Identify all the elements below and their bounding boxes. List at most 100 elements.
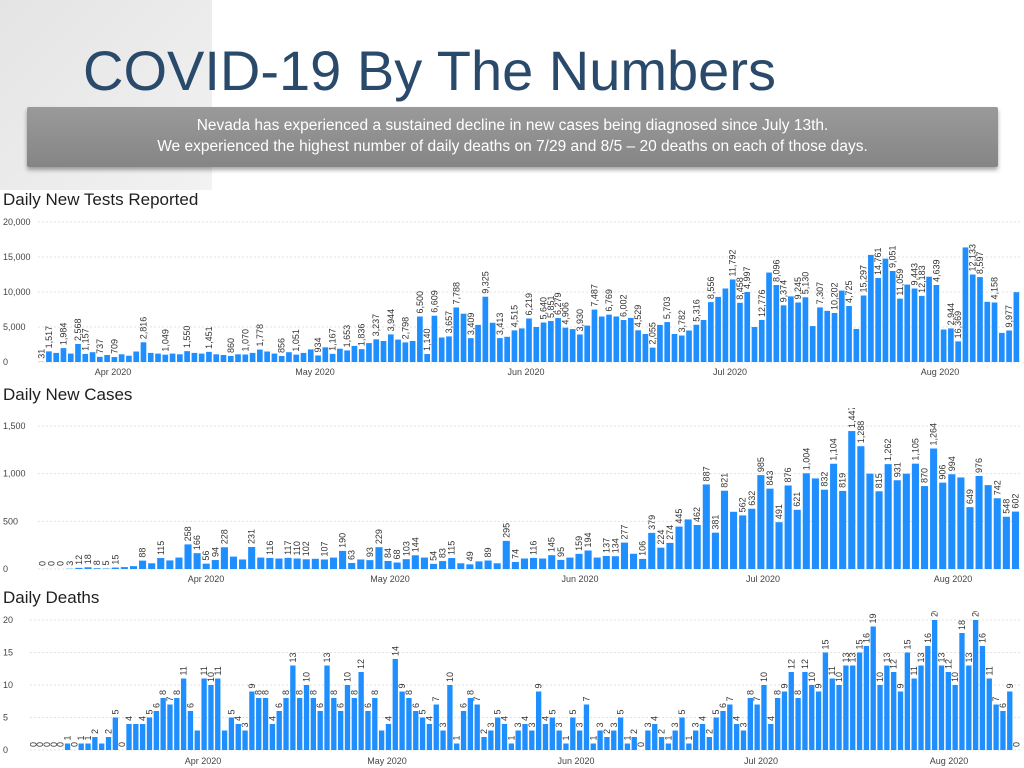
- tests-bar[interactable]: [358, 349, 365, 362]
- deaths-bar[interactable]: [201, 678, 207, 751]
- deaths-bar[interactable]: [884, 665, 890, 751]
- deaths-bar[interactable]: [153, 711, 159, 750]
- cases-bar[interactable]: [730, 511, 738, 569]
- deaths-bar[interactable]: [911, 678, 917, 751]
- cases-bar[interactable]: [966, 507, 974, 569]
- deaths-bar[interactable]: [972, 620, 979, 750]
- cases-bar[interactable]: [511, 561, 519, 569]
- tests-bar[interactable]: [831, 313, 838, 362]
- deaths-bar[interactable]: [290, 665, 296, 751]
- tests-bar[interactable]: [184, 351, 190, 362]
- deaths-bar[interactable]: [358, 672, 364, 750]
- deaths-bar[interactable]: [447, 685, 453, 750]
- tests-bar[interactable]: [926, 276, 932, 362]
- deaths-bar[interactable]: [406, 698, 412, 750]
- cases-bar[interactable]: [175, 557, 183, 569]
- tests-bar[interactable]: [751, 327, 758, 362]
- deaths-bar[interactable]: [269, 724, 276, 750]
- cases-bar[interactable]: [575, 553, 583, 569]
- deaths-bar[interactable]: [146, 717, 153, 751]
- deaths-bar[interactable]: [822, 652, 829, 751]
- cases-bar[interactable]: [920, 486, 929, 569]
- deaths-bar[interactable]: [194, 730, 200, 751]
- deaths-bar[interactable]: [262, 698, 269, 750]
- cases-bar[interactable]: [611, 556, 619, 569]
- tests-bar[interactable]: [220, 355, 227, 362]
- tests-bar[interactable]: [897, 298, 903, 362]
- tests-bar[interactable]: [147, 352, 154, 362]
- cases-bar[interactable]: [493, 563, 501, 569]
- deaths-bar[interactable]: [522, 724, 528, 750]
- tests-bar[interactable]: [242, 354, 249, 362]
- deaths-bar[interactable]: [310, 698, 317, 750]
- deaths-bar[interactable]: [815, 691, 822, 751]
- tests-bar[interactable]: [555, 318, 561, 362]
- tests-bar[interactable]: [438, 337, 445, 363]
- cases-bar[interactable]: [184, 544, 192, 569]
- deaths-bar[interactable]: [986, 678, 992, 751]
- deaths-bar[interactable]: [611, 730, 617, 751]
- cases-bar[interactable]: [557, 559, 565, 569]
- tests-bar[interactable]: [278, 356, 285, 362]
- cases-bar[interactable]: [993, 498, 1001, 569]
- deaths-bar[interactable]: [187, 711, 194, 750]
- cases-bar[interactable]: [466, 564, 474, 569]
- cases-bar[interactable]: [120, 567, 128, 569]
- deaths-bar[interactable]: [583, 704, 590, 751]
- tests-bar[interactable]: [89, 352, 96, 362]
- tests-bar[interactable]: [75, 344, 81, 362]
- deaths-bar[interactable]: [727, 704, 733, 751]
- tests-bar[interactable]: [628, 317, 634, 362]
- tests-bar[interactable]: [387, 334, 394, 362]
- cases-bar[interactable]: [220, 547, 228, 569]
- deaths-bar[interactable]: [891, 672, 897, 750]
- tests-bar[interactable]: [417, 316, 423, 363]
- deaths-bar[interactable]: [351, 698, 357, 750]
- cases-bar[interactable]: [566, 557, 574, 569]
- tests-bar[interactable]: [206, 351, 212, 362]
- cases-bar[interactable]: [711, 532, 719, 569]
- deaths-bar[interactable]: [597, 730, 603, 751]
- tests-bar[interactable]: [817, 307, 823, 362]
- cases-bar[interactable]: [75, 567, 83, 569]
- cases-bar[interactable]: [602, 555, 610, 569]
- deaths-bar[interactable]: [242, 730, 248, 751]
- tests-bar[interactable]: [366, 343, 372, 362]
- deaths-bar[interactable]: [747, 698, 753, 750]
- deaths-bar[interactable]: [495, 717, 501, 751]
- tests-bar[interactable]: [591, 309, 598, 362]
- cases-bar[interactable]: [93, 568, 101, 569]
- tests-bar[interactable]: [504, 336, 511, 362]
- tests-bar[interactable]: [198, 353, 205, 362]
- cases-bar[interactable]: [239, 559, 247, 569]
- deaths-bar[interactable]: [99, 743, 105, 751]
- cases-bar[interactable]: [229, 556, 238, 569]
- deaths-bar[interactable]: [235, 724, 241, 750]
- cases-bar[interactable]: [620, 542, 629, 569]
- tests-bar[interactable]: [460, 313, 467, 362]
- deaths-bar[interactable]: [344, 685, 351, 750]
- cases-bar[interactable]: [484, 560, 492, 569]
- tests-bar[interactable]: [853, 328, 860, 362]
- deaths-bar[interactable]: [870, 626, 876, 751]
- cases-bar[interactable]: [820, 489, 829, 569]
- tests-bar[interactable]: [126, 355, 132, 362]
- tests-bar[interactable]: [96, 356, 103, 362]
- cases-bar[interactable]: [802, 473, 810, 569]
- cases-bar[interactable]: [830, 463, 838, 569]
- deaths-bar[interactable]: [167, 704, 173, 751]
- tests-bar[interactable]: [315, 355, 321, 362]
- deaths-bar[interactable]: [781, 691, 788, 751]
- tests-bar[interactable]: [868, 254, 874, 362]
- tests-bar[interactable]: [1006, 330, 1012, 363]
- cases-bar[interactable]: [411, 555, 419, 569]
- deaths-bar[interactable]: [85, 743, 91, 751]
- tests-bar[interactable]: [511, 330, 518, 362]
- cases-bar[interactable]: [748, 508, 756, 569]
- cases-bar[interactable]: [157, 558, 165, 569]
- cases-bar[interactable]: [684, 519, 692, 569]
- cases-bar[interactable]: [666, 542, 674, 569]
- deaths-bar[interactable]: [576, 730, 583, 751]
- tests-bar[interactable]: [257, 349, 263, 362]
- cases-bar[interactable]: [202, 563, 210, 569]
